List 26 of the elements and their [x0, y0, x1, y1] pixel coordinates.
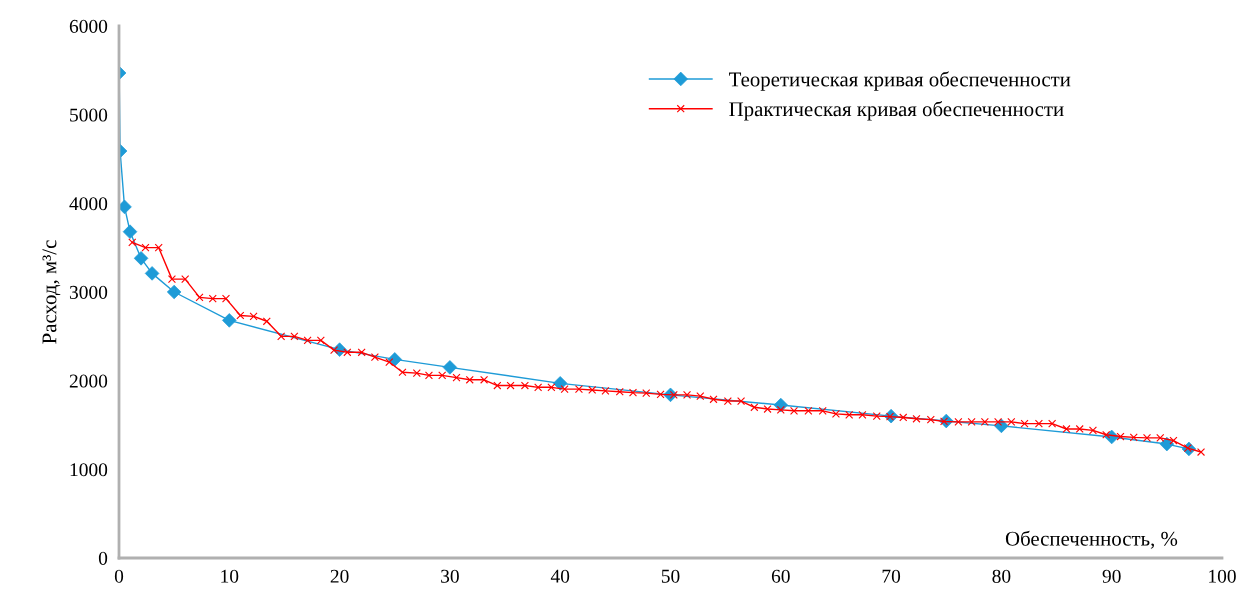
x-tick-label: 40 — [550, 569, 570, 583]
y-tick-label: 5000 — [70, 108, 108, 122]
y-tick-label: 4000 — [69, 197, 108, 211]
y-axis-title: Расход, м³/с — [42, 240, 61, 344]
x-tick-label: 50 — [661, 569, 680, 583]
y-tick-label: 2000 — [69, 374, 108, 388]
x-tick-label: 60 — [771, 569, 790, 583]
legend-label: Теоретическая кривая обеспеченности — [729, 71, 1071, 91]
x-tick-label: 20 — [330, 569, 349, 583]
point — [144, 266, 160, 281]
legend-label: Практическая кривая обеспеченности — [729, 101, 1064, 121]
x-tick-label: 90 — [1102, 569, 1121, 583]
x-tick-label: 80 — [992, 569, 1011, 583]
x-axis-title: Обеспеченность, % — [1005, 530, 1178, 549]
point — [122, 224, 138, 239]
y-tick-label: 0 — [98, 551, 108, 565]
y-tick-label: 1000 — [70, 463, 108, 477]
x-tick-label: 70 — [882, 569, 901, 583]
point — [442, 360, 458, 375]
x-tick-label: 10 — [221, 569, 239, 583]
x-tick-label: 0 — [114, 569, 124, 583]
y-tick-label: 3000 — [69, 285, 108, 299]
x-tick-label: 30 — [441, 569, 459, 583]
y-tick-label: 6000 — [69, 19, 108, 33]
point — [133, 251, 149, 266]
x-tick-label: 100 — [1209, 569, 1236, 583]
